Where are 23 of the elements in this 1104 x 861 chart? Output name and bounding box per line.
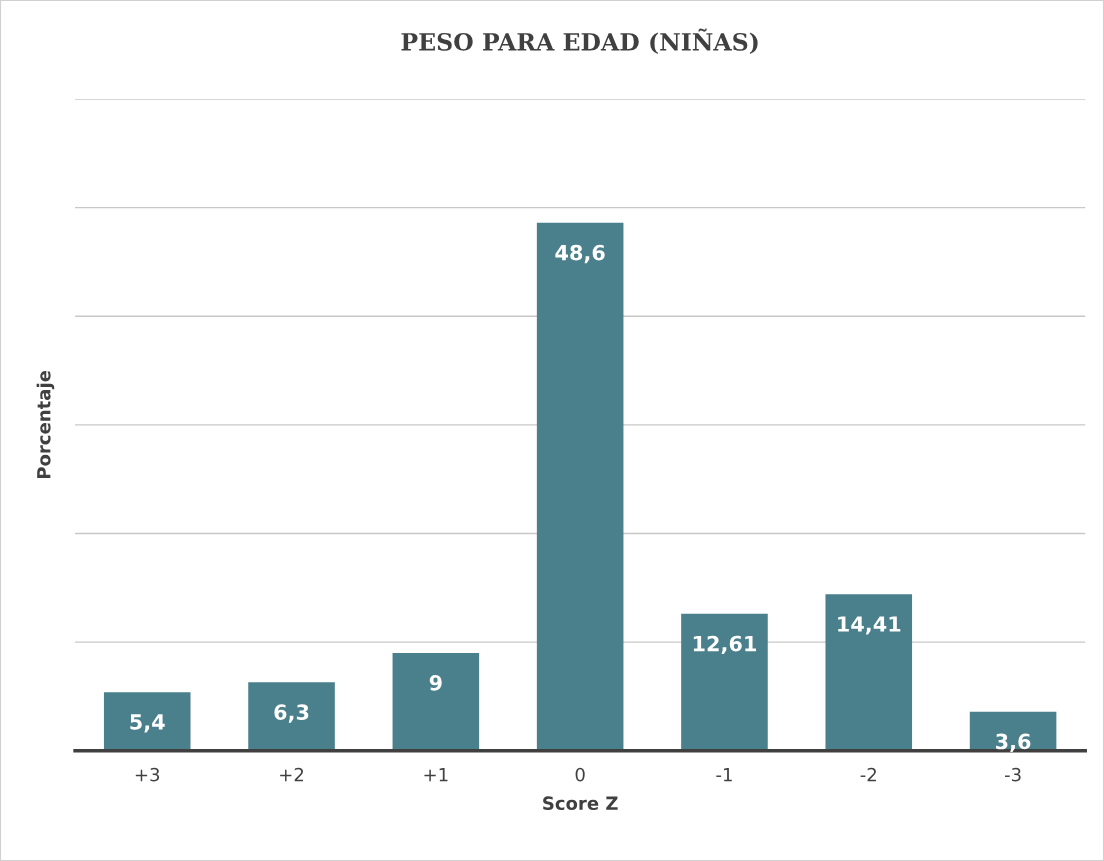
data-label: 3,6 <box>996 733 1031 752</box>
bar <box>681 613 768 751</box>
data-label: 12,61 <box>693 635 756 655</box>
data-label: 6,3 <box>274 704 309 723</box>
y-axis-title: Porcentaje <box>36 370 55 479</box>
x-tick-label: +3 <box>135 767 160 782</box>
bar <box>103 692 191 751</box>
x-axis-title: Score Z <box>543 796 618 811</box>
data-label: 14,41 <box>838 616 901 635</box>
bar <box>825 594 913 751</box>
x-tick-label: -3 <box>1004 767 1021 782</box>
bar <box>392 653 480 751</box>
data-label: 5,4 <box>130 714 165 733</box>
x-tick-label: 0 <box>575 767 585 782</box>
chart-title: PESO PARA EDAD (NIÑAS) <box>401 28 758 55</box>
x-tick-label: -2 <box>860 767 876 782</box>
x-tick-label: -1 <box>716 768 732 782</box>
x-tick-label: +2 <box>280 767 304 782</box>
data-label: 9 <box>429 674 442 691</box>
bar <box>248 682 335 751</box>
bar <box>536 222 624 751</box>
x-tick-label: +1 <box>424 768 448 782</box>
data-label: 48,6 <box>555 244 605 264</box>
